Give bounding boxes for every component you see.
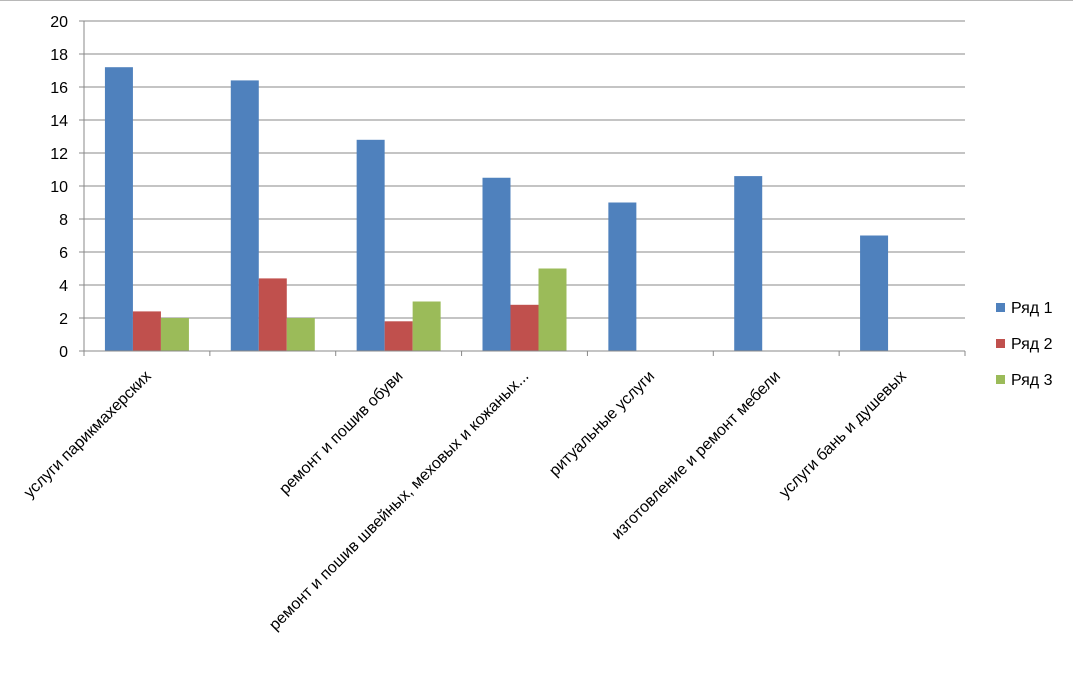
y-tick-label: 18 [50,47,68,64]
legend-label: Ряд 1 [1011,300,1053,317]
bar [258,278,287,351]
bar [104,67,133,351]
y-tick-label: 14 [50,113,68,130]
bar [286,318,315,351]
y-tick-label: 20 [50,14,68,31]
bar [510,304,539,351]
legend-swatch [996,375,1005,384]
bars [104,67,889,352]
x-category-label: услуги бань и душевых [776,368,910,502]
y-tick-label: 16 [50,80,68,97]
x-category-label: услуги парикмахерских [21,368,155,502]
bar [230,80,259,352]
y-tick-label: 12 [50,146,68,163]
legend-label: Ряд 3 [1011,372,1053,389]
legend-swatch [996,303,1005,312]
legend: Ряд 1 Ряд 2 Ряд 3 [996,300,1053,389]
y-axis-tick-labels: 0 2 4 6 8 10 12 14 16 18 20 [50,14,84,361]
bar [608,202,637,351]
bar [384,321,413,351]
bar [734,176,763,351]
x-axis-category-labels: услуги парикмахерских ремонт и пошив обув… [21,368,910,634]
y-tick-label: 0 [59,344,68,361]
bar [860,235,889,351]
x-category-label: ритуальные услуги [546,368,658,480]
bar [160,318,189,351]
x-category-label: ремонт и пошив обуви [276,368,406,498]
gridlines [84,20,965,319]
bar [538,268,567,351]
x-category-label: ремонт и пошив швейных, меховых и кожаны… [266,368,532,634]
bar [412,301,441,351]
y-tick-label: 8 [59,212,68,229]
bar [356,139,385,351]
top-border [0,0,1073,1]
bar [132,311,161,351]
y-tick-label: 6 [59,245,68,262]
y-tick-label: 10 [50,179,68,196]
y-tick-label: 4 [59,278,68,295]
y-tick-label: 2 [59,311,68,328]
legend-swatch [996,339,1005,348]
legend-label: Ряд 2 [1011,336,1053,353]
bar [482,177,511,351]
